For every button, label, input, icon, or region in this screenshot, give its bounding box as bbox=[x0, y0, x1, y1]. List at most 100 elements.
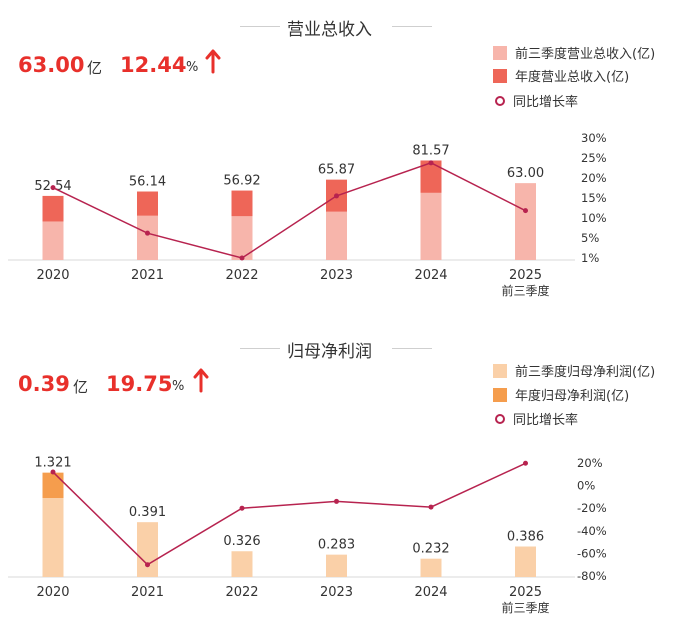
y2-tick-label: -40% bbox=[577, 524, 607, 538]
legend-swatch bbox=[493, 45, 507, 60]
section-title-revenue: 营业总收入 bbox=[287, 20, 372, 40]
legend-label: 同比增长率 bbox=[513, 413, 579, 428]
y2-tick-label: 15% bbox=[581, 191, 607, 205]
growth-point-2023 bbox=[334, 193, 339, 199]
y2-tick-label: -20% bbox=[577, 501, 607, 515]
kpi-profit-growth: 19.75 bbox=[106, 372, 173, 396]
legend-profit-annual: 年度归母净利润(亿) bbox=[493, 385, 629, 404]
growth-point-2021 bbox=[145, 230, 150, 236]
title-rule-left bbox=[240, 26, 280, 27]
data-label: 65.87 bbox=[318, 163, 355, 178]
growth-point-2021 bbox=[145, 562, 150, 568]
bar-q3-2024 bbox=[420, 192, 442, 260]
bar-q3-2021 bbox=[137, 215, 158, 260]
bar-q3-2020 bbox=[42, 498, 64, 577]
legend-revenue-annual: 年度营业总收入(亿) bbox=[493, 66, 629, 85]
data-label: 0.283 bbox=[318, 538, 355, 553]
bar-q3-2020 bbox=[42, 221, 64, 260]
legend-label: 年度营业总收入(亿) bbox=[515, 70, 630, 85]
growth-line bbox=[52, 162, 526, 259]
data-label: 1.321 bbox=[34, 456, 71, 471]
growth-point-2023 bbox=[334, 498, 339, 504]
data-label: 0.326 bbox=[223, 534, 260, 549]
bar-annual-2024 bbox=[420, 160, 442, 193]
legend-circle-icon bbox=[495, 95, 505, 106]
title-rule-right bbox=[392, 348, 432, 349]
bar-q3-2025 bbox=[515, 183, 536, 260]
x-tick-label: 2025 bbox=[509, 585, 542, 600]
legend-label: 前三季度营业总收入(亿) bbox=[515, 47, 656, 62]
x-tick-label: 2022 bbox=[225, 585, 258, 600]
growth-point-2022 bbox=[239, 255, 245, 261]
kpi-profit-value-unit: 亿 bbox=[73, 378, 89, 396]
x-tick-sublabel: 前三季度 bbox=[501, 600, 549, 615]
x-tick-label: 2025 bbox=[509, 268, 542, 283]
kpi-revenue-value-unit: 亿 bbox=[87, 59, 103, 77]
x-tick-sublabel: 前三季度 bbox=[501, 283, 549, 298]
kpi-revenue-growth: 12.44 bbox=[120, 53, 187, 77]
x-tick-label: 2021 bbox=[131, 585, 164, 600]
y2-tick-label: 25% bbox=[581, 151, 607, 165]
growth-point-2022 bbox=[239, 505, 245, 511]
growth-point-2024 bbox=[428, 504, 434, 510]
growth-point-2020 bbox=[50, 185, 56, 191]
legend-swatch bbox=[493, 387, 507, 402]
bar-q3-2024 bbox=[420, 558, 442, 577]
bar-annual-2021 bbox=[137, 191, 158, 216]
x-tick-label: 2020 bbox=[36, 268, 69, 283]
legend-profit-q3: 前三季度归母净利润(亿) bbox=[493, 361, 655, 380]
bar-q3-2023 bbox=[326, 554, 347, 577]
legend-revenue-q3: 前三季度营业总收入(亿) bbox=[493, 43, 655, 62]
y2-tick-label: 20% bbox=[577, 456, 603, 470]
growth-point-2024 bbox=[428, 160, 434, 166]
data-label: 56.14 bbox=[129, 175, 166, 190]
x-tick-label: 2024 bbox=[414, 585, 447, 600]
y2-tick-label: 20% bbox=[581, 171, 607, 185]
legend-label: 同比增长率 bbox=[513, 95, 579, 110]
bar-annual-2022 bbox=[231, 190, 253, 217]
bar-q3-2025 bbox=[515, 546, 536, 577]
kpi-revenue-growth-unit: % bbox=[186, 60, 199, 75]
section-title-profit: 归母净利润 bbox=[287, 342, 372, 362]
x-tick-label: 2023 bbox=[320, 585, 353, 600]
bar-q3-2022 bbox=[231, 551, 253, 577]
y2-tick-label: 10% bbox=[581, 211, 607, 225]
title-rule-left bbox=[240, 348, 280, 349]
legend-swatch bbox=[493, 363, 507, 378]
y2-tick-label: 1% bbox=[581, 251, 599, 265]
title-rule-right bbox=[392, 26, 432, 27]
x-tick-label: 2020 bbox=[36, 585, 69, 600]
y2-tick-label: 0% bbox=[577, 479, 595, 493]
kpi-profit-value: 0.39 bbox=[18, 372, 70, 396]
legend-swatch bbox=[493, 68, 507, 83]
growth-point-2025 bbox=[523, 460, 528, 466]
growth-point-2025 bbox=[523, 208, 528, 214]
legend-profit-growth: 同比增长率 bbox=[495, 409, 578, 428]
y2-tick-label: -80% bbox=[577, 569, 607, 583]
bar-q3-2021 bbox=[137, 522, 158, 577]
bar-q3-2023 bbox=[326, 211, 347, 260]
y2-tick-label: -60% bbox=[577, 546, 607, 560]
data-label: 63.00 bbox=[507, 166, 544, 181]
legend-circle-icon bbox=[495, 413, 505, 424]
x-tick-label: 2021 bbox=[131, 268, 164, 283]
y2-tick-label: 30% bbox=[581, 131, 607, 145]
bar-annual-2020 bbox=[42, 472, 64, 498]
bar-q3-2022 bbox=[231, 216, 253, 260]
x-tick-label: 2024 bbox=[414, 268, 447, 283]
bar-annual-2020 bbox=[42, 195, 64, 222]
y2-tick-label: 5% bbox=[581, 231, 599, 245]
up-arrow-icon bbox=[205, 49, 221, 74]
legend-label: 年度归母净利润(亿) bbox=[515, 389, 630, 404]
data-label: 0.391 bbox=[129, 505, 166, 520]
legend-label: 前三季度归母净利润(亿) bbox=[515, 365, 656, 380]
data-label: 0.386 bbox=[507, 530, 544, 545]
data-label: 81.57 bbox=[412, 143, 449, 158]
data-label: 0.232 bbox=[412, 542, 449, 557]
data-label: 56.92 bbox=[223, 174, 260, 189]
kpi-revenue-value: 63.00 bbox=[18, 53, 85, 77]
growth-point-2020 bbox=[50, 469, 56, 475]
kpi-profit-growth-unit: % bbox=[172, 379, 185, 394]
